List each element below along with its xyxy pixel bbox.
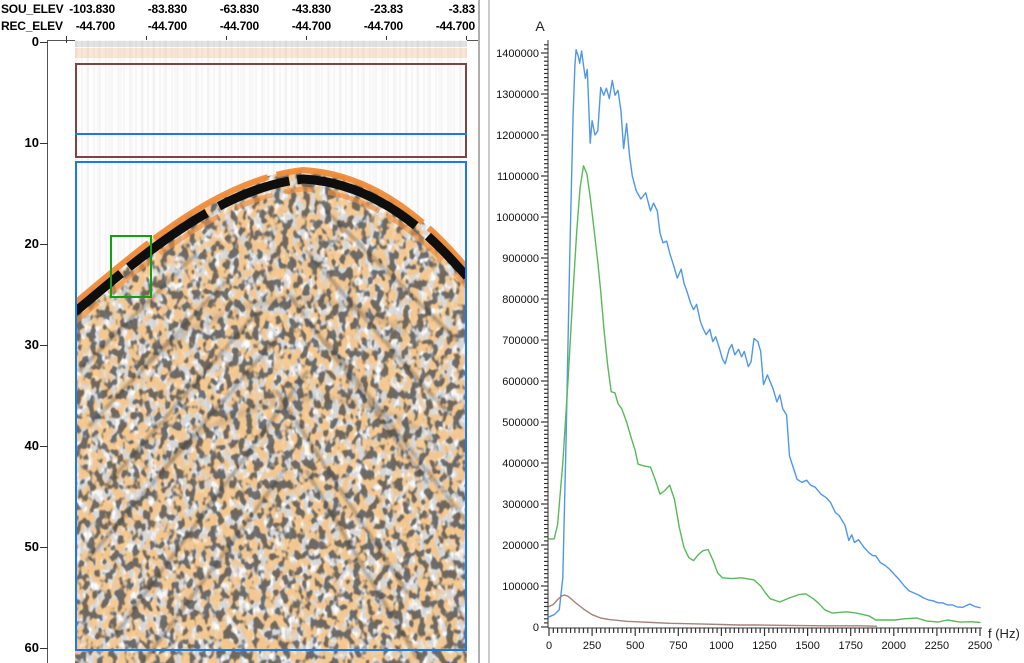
y-tick-label: 1300000: [496, 89, 539, 101]
header-value: -3.83: [448, 2, 476, 16]
seismic-panel: SOU_ELEV -103.830 -83.830 -63.830 -43.83…: [0, 0, 478, 663]
y-tick-label: 1400000: [496, 48, 539, 60]
x-tick-label: 2500: [968, 640, 992, 652]
header-label-sou-elev: SOU_ELEV: [1, 2, 64, 16]
depth-tick-label: 30: [24, 337, 39, 352]
header-value: -43.830: [291, 2, 332, 16]
depth-tick-label: 50: [24, 539, 39, 554]
x-ticks: 0 250 500 750 1000 1250 1500 1750 2000 2250 2500: [546, 628, 992, 652]
y-tick-label: 400000: [502, 458, 539, 470]
header-value: -44.700: [147, 19, 188, 33]
y-tick-label: 100000: [502, 581, 539, 593]
spectrum-chart: 0 100000 200000 300000 400000 500000 600000 700…: [496, 18, 1020, 652]
x-axis-title: f (Hz): [988, 626, 1020, 641]
x-tick-label: 0: [546, 640, 552, 652]
y-ticks: 0 100000 200000 300000 400000 500000 600000 700…: [496, 44, 548, 634]
depth-tick-label: 0: [31, 34, 39, 49]
depth-tick: [40, 244, 48, 245]
depth-tick-label: 20: [24, 236, 39, 251]
spectrum-panel: 0 100000 200000 300000 400000 500000 600000 700…: [490, 0, 1024, 663]
maroon-zone-box: [75, 63, 467, 158]
dome-horizon: [72, 166, 471, 324]
header-value: -44.700: [219, 19, 260, 33]
y-tick-label: 700000: [502, 335, 539, 347]
blue-zone-box: [75, 161, 467, 651]
blue-horizon-line: [75, 133, 467, 135]
depth-tick-label: 60: [24, 640, 39, 655]
header-value: -44.700: [363, 19, 404, 33]
depth-tick: [40, 42, 48, 43]
y-tick-label: 500000: [502, 417, 539, 429]
x-tick-label: 1500: [795, 640, 819, 652]
y-tick-label: 1000000: [496, 212, 539, 224]
trace-tick: [146, 36, 147, 43]
x-tick-label: 1250: [752, 640, 776, 652]
header-value: -63.830: [219, 2, 260, 16]
x-tick-label: 2000: [882, 640, 906, 652]
seismic-image: [72, 41, 471, 663]
header-value: -44.700: [291, 19, 332, 33]
header-value: -83.830: [147, 2, 188, 16]
seismic-display[interactable]: [72, 40, 471, 663]
header-label-rec-elev: REC_ELEV: [1, 19, 63, 33]
depth-axis-line: [47, 40, 48, 663]
y-tick-label: 600000: [502, 376, 539, 388]
y-tick-label: 200000: [502, 540, 539, 552]
depth-tick-label: 40: [24, 438, 39, 453]
x-tick-label: 250: [583, 640, 601, 652]
header-value: -44.700: [75, 19, 116, 33]
header-value: -23.83: [370, 2, 403, 16]
y-tick-label: 1200000: [496, 130, 539, 142]
curve-spectrum-blue: [548, 49, 981, 618]
trace-tick: [306, 36, 307, 43]
x-tick-label: 1000: [709, 640, 733, 652]
y-tick-label: 0: [533, 622, 539, 634]
x-tick-label: 1750: [838, 640, 862, 652]
header-value: -44.700: [435, 19, 476, 33]
curve-spectrum-brown: [548, 594, 878, 627]
y-tick-label: 300000: [502, 499, 539, 511]
trace-tick: [66, 36, 67, 43]
x-tick-label: 750: [669, 640, 687, 652]
y-tick-label: 900000: [502, 253, 539, 265]
curve-spectrum-green: [548, 165, 981, 624]
trace-tick: [386, 36, 387, 43]
depth-tick: [40, 648, 48, 649]
depth-tick: [40, 345, 48, 346]
depth-tick-label: 10: [24, 135, 39, 150]
y-tick-label: 1100000: [497, 171, 539, 183]
y-tick-label: 800000: [502, 294, 539, 306]
trace-tick: [226, 36, 227, 43]
trace-tick: [466, 36, 467, 43]
x-tick-label: 500: [626, 640, 644, 652]
y-axis-title: A: [535, 18, 545, 34]
depth-tick: [40, 143, 48, 144]
top-gray-band: [75, 41, 467, 47]
panel-divider: [478, 0, 490, 663]
green-roi-box[interactable]: [110, 235, 152, 298]
top-orange-band: [75, 48, 467, 58]
x-tick-label: 2250: [925, 640, 949, 652]
header-value: -103.830: [69, 2, 115, 16]
depth-tick: [40, 446, 48, 447]
depth-tick: [40, 547, 48, 548]
